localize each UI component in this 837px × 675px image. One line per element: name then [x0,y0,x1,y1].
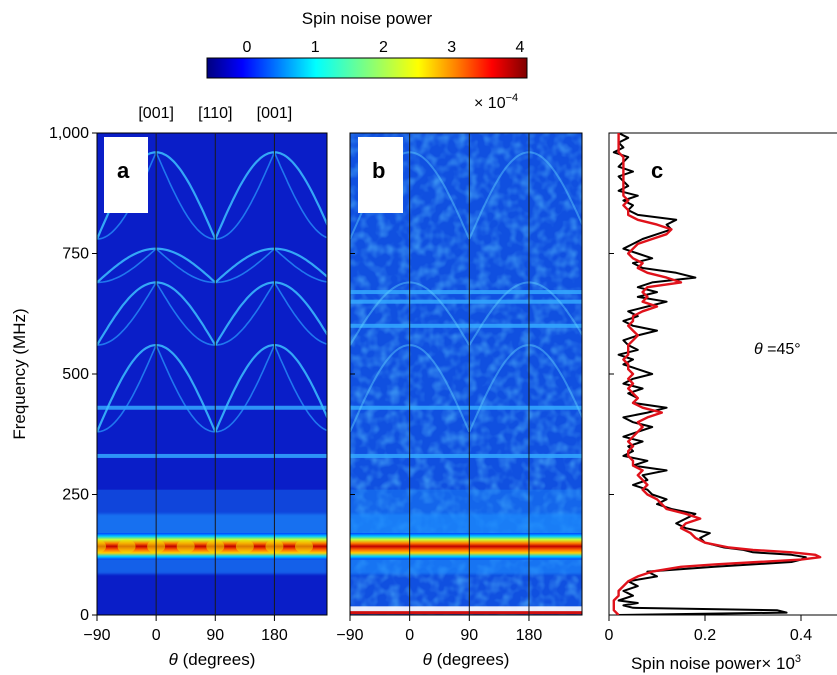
y-axis-label: Frequency (MHz) [10,308,29,439]
colorbar-title: Spin noise power [302,9,433,28]
horizontal-band [350,405,582,410]
horizontal-band [350,453,582,458]
colorbar [206,57,528,79]
miller-label: [001] [138,105,174,122]
panel-a-x-label: θ (degrees) [169,650,256,669]
band-lobe [235,539,254,554]
panel-b-features [350,151,708,615]
panel-c-x-tick-label: 0.2 [694,627,716,644]
panel-a-letter: a [117,158,130,183]
panel-c-x-tick-label: 0.4 [790,627,812,644]
colorbar-tick-label: 2 [379,39,388,56]
colorbar-tick-label: 4 [516,39,525,56]
calculated-arc [273,248,327,283]
calculated-arc [97,236,99,239]
panel-b-heatmap [350,133,708,615]
measured-arc [589,152,708,239]
panel-b-x-label: θ (degrees) [423,650,510,669]
calculated-arc [273,281,327,345]
colorbar-multiplier: × 10−4 [474,92,518,112]
calculated-arc [97,248,157,284]
panel-c-x-label: Spin noise power× 103 [631,653,801,673]
lower-glow [97,489,327,534]
bottom-artifact [350,606,582,613]
panel-a-heatmap [97,133,327,615]
panel-a-x-tick-label: 180 [261,627,288,644]
y-tick-label: 1,000 [49,125,89,142]
panel-b-x-tick-label: 90 [460,627,478,644]
panel-c-x-tick-label: 0 [605,627,614,644]
measured-spectrum-line [612,133,807,615]
panel-b-x-tick-label: −90 [336,627,363,644]
horizontal-band [97,453,327,458]
panel-b-letter: b [372,158,385,183]
band-lobe [97,539,106,554]
y-tick-label: 750 [62,246,89,263]
crystal-direction-labels: [001] [110] [001] [138,105,292,122]
measured-arc [589,345,708,432]
panel-a-label-box [104,137,148,213]
panel-a-x-tick-label: 90 [206,627,224,644]
y-axis-ticks: 0 250 500 750 1,000 [49,125,614,624]
horizontal-band [97,405,327,410]
colorbar-tick-label: 3 [447,39,456,56]
panel-c-frame [608,132,837,616]
calculated-arc [97,344,157,433]
panel-a-vertical-lines [155,133,275,615]
bottom-artifact-red [350,611,582,615]
panel-c-letter: c [651,158,663,183]
panel-b-x-tick-label: 180 [516,627,543,644]
panel-a-x-ticks: −90 0 90 180 [83,615,288,644]
panel-a-x-tick-label: 0 [152,627,161,644]
panel-c-annotation: θ =45° [754,341,801,358]
y-tick-label: 250 [62,487,89,504]
horizontal-band [350,323,582,328]
colorbar-tick-label: 1 [311,39,320,56]
band-lobe [295,539,313,554]
band-lobe [117,539,136,554]
horizontal-band [350,299,582,304]
panel-b-x-tick-label: 0 [405,627,414,644]
strong-band [350,533,582,560]
calculated-spectrum-line [612,133,822,615]
calculated-arc [273,344,327,432]
panel-b-vertical-lines [409,133,530,615]
miller-label: [110] [198,105,232,122]
horizontal-band [350,290,582,295]
colorbar-tick-labels: 0 1 2 3 4 [243,39,525,56]
calculated-arc [97,282,157,346]
calculated-arc [273,151,327,239]
panel-b-label-box [358,137,403,213]
lower-glow [350,489,582,534]
panel-b-x-ticks: −90 0 90 180 [336,615,542,644]
panel-c-x-ticks: 0 0.2 0.4 [605,615,812,644]
y-tick-label: 500 [62,366,89,383]
panel-c-lines [612,133,822,615]
measured-arc [589,282,708,345]
y-tick-label: 0 [80,607,89,624]
miller-label: [001] [257,105,293,122]
band-lobe [176,539,195,554]
panel-a-x-tick-label: −90 [83,627,110,644]
colorbar-tick-label: 0 [243,39,252,56]
